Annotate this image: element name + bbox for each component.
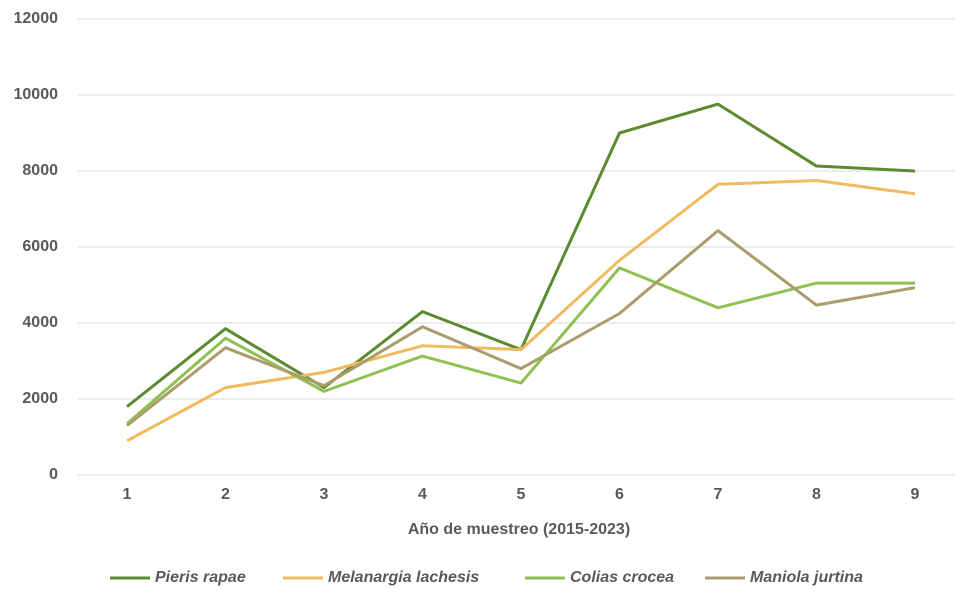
series-line	[126, 229, 916, 427]
x-tick-label: 2	[221, 486, 230, 503]
y-tick-label: 2000	[22, 390, 58, 407]
y-tick-label: 12000	[14, 10, 59, 27]
series-line	[126, 102, 916, 408]
y-tick-label: 6000	[22, 238, 58, 255]
legend-text: Colias crocea	[570, 569, 674, 586]
x-tick-label: 8	[812, 486, 821, 503]
y-tick-label: 0	[49, 466, 58, 483]
y-tick-label: 4000	[22, 314, 58, 331]
x-tick-label: 9	[911, 486, 920, 503]
x-tick-label: 3	[320, 486, 329, 503]
y-tick-label: 10000	[14, 86, 59, 103]
legend-text: Melanargia lachesis	[328, 569, 479, 586]
x-tick-label: 6	[615, 486, 624, 503]
series-line	[126, 179, 916, 443]
x-tick-label: 7	[714, 486, 723, 503]
x-tick-label: 5	[517, 486, 526, 503]
x-tick-label: 4	[418, 486, 427, 503]
legend-text: Maniola jurtina	[750, 569, 863, 586]
y-tick-label: 8000	[22, 162, 58, 179]
legend-text: Pieris rapae	[155, 569, 246, 586]
series-line	[126, 266, 915, 425]
x-axis-label: Año de muestreo (2015-2023)	[408, 521, 630, 538]
x-tick-label: 1	[123, 486, 132, 503]
